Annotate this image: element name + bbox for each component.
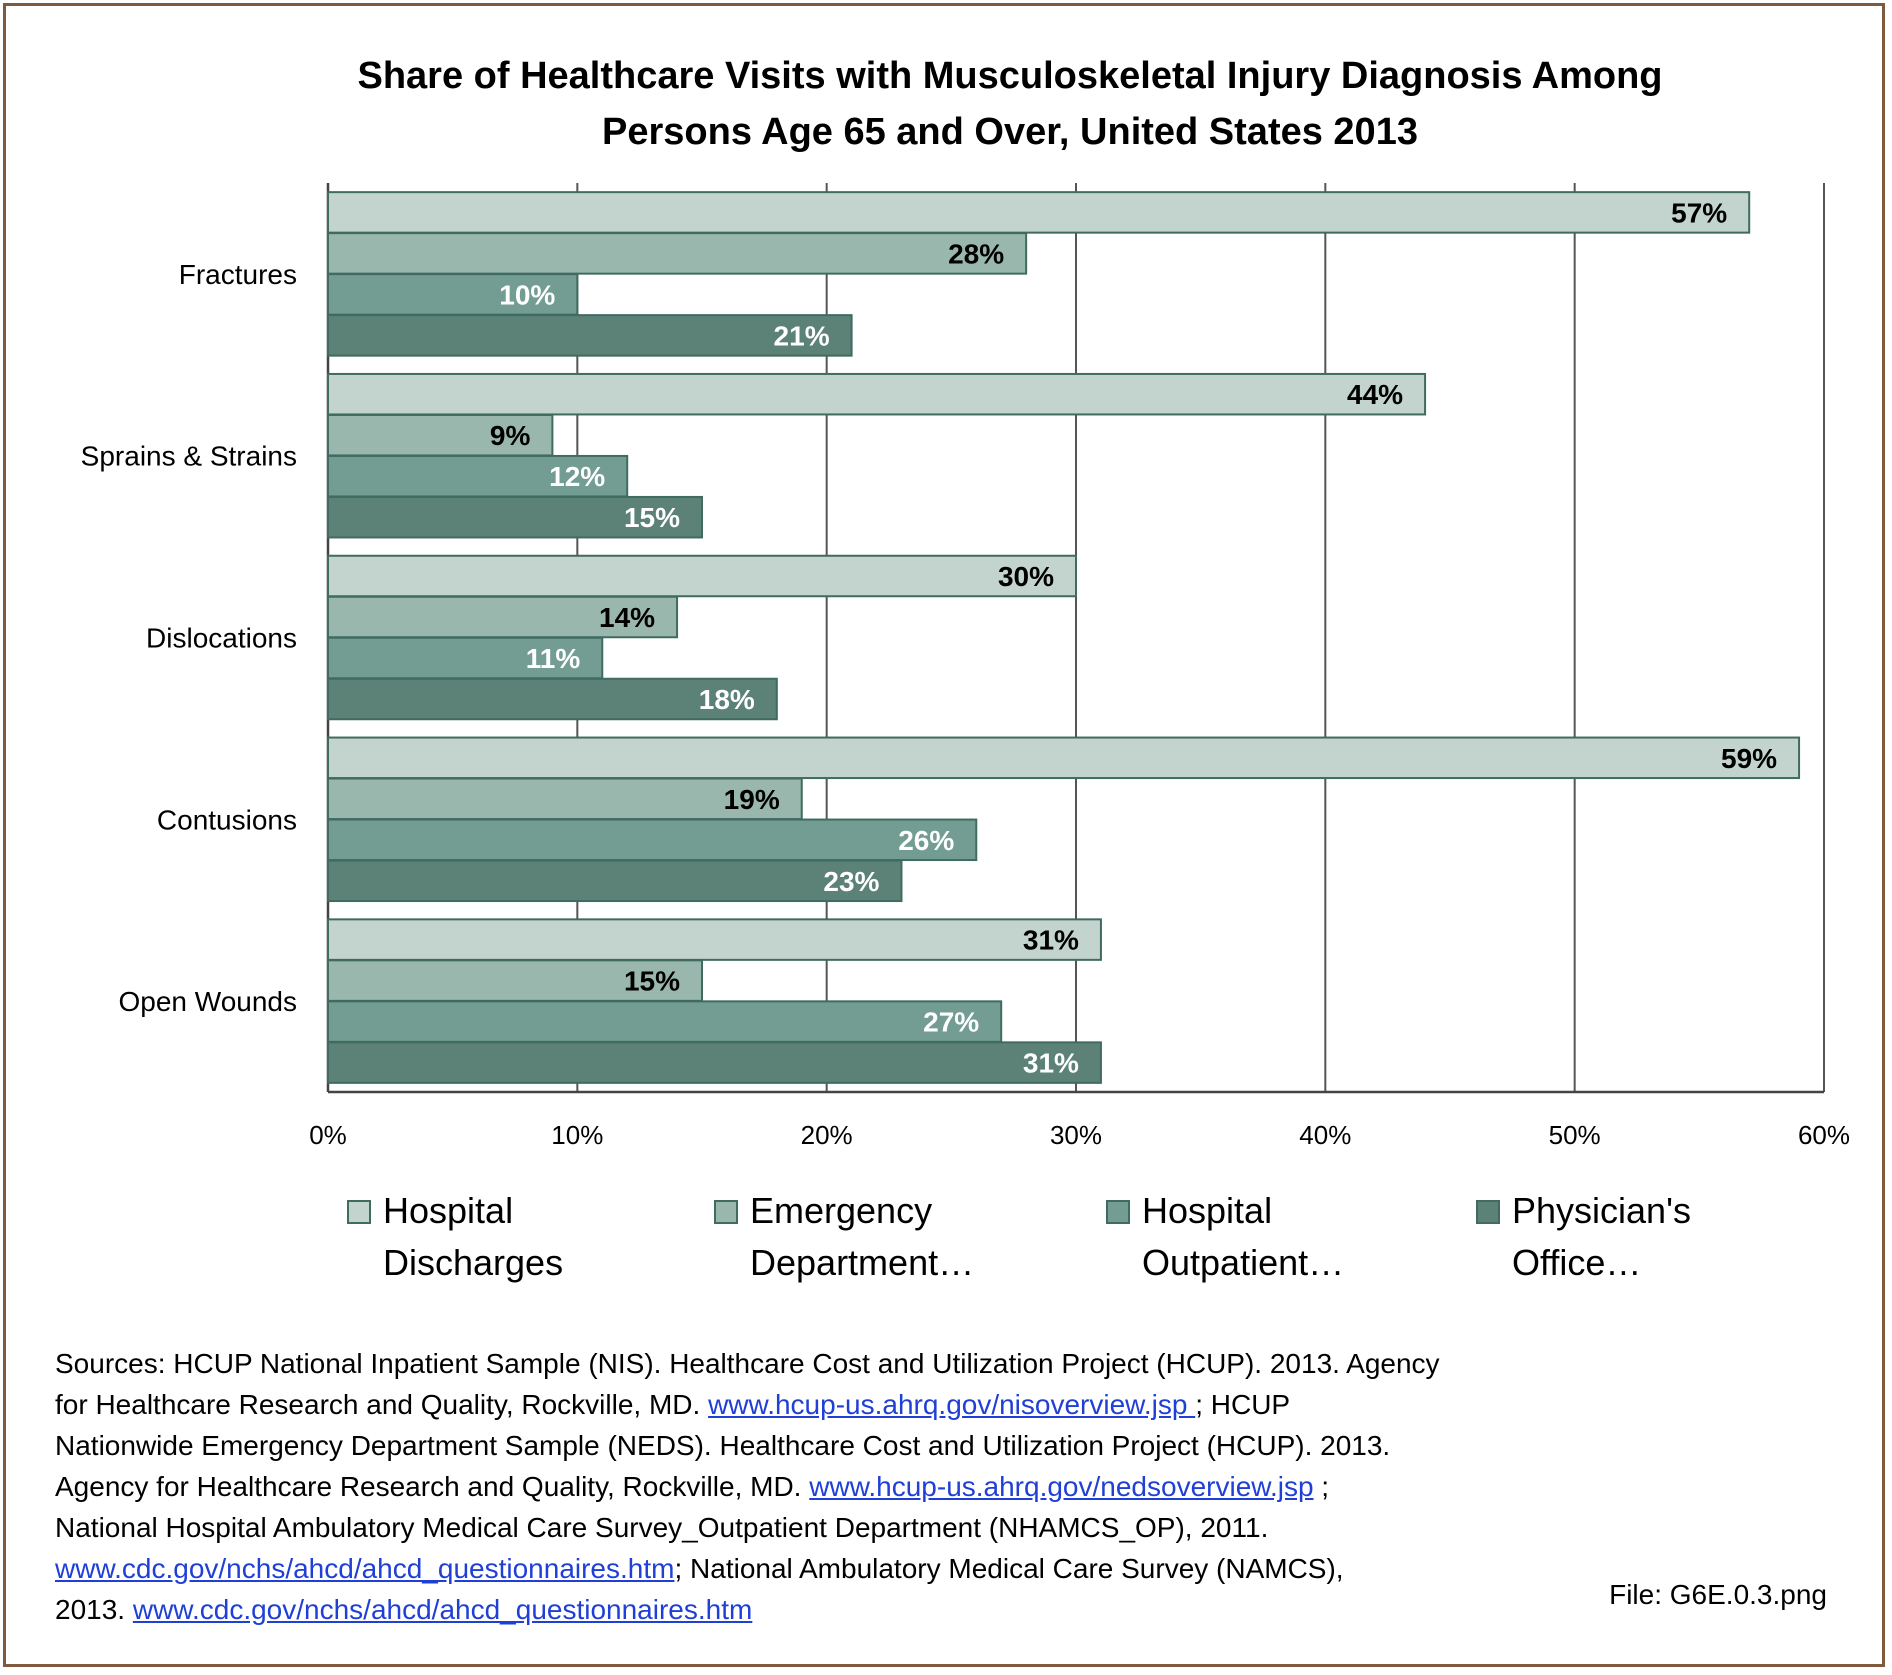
sources-line: Agency for Healthcare Research and Quali… (55, 1466, 1575, 1507)
bar-value-label: 31% (1023, 925, 1079, 956)
source-link[interactable]: www.cdc.gov/nchs/ahcd/ahcd_questionnaire… (55, 1553, 675, 1584)
bar-value-label: 31% (1023, 1048, 1079, 1079)
legend-label: Outpatient… (1142, 1242, 1344, 1283)
bar-value-label: 27% (923, 1007, 979, 1038)
source-text: ; National Ambulatory Medical Care Surve… (674, 1553, 1344, 1584)
bar-value-label: 15% (624, 502, 680, 533)
x-tick-label: 60% (1798, 1120, 1850, 1150)
bar (327, 595, 679, 639)
source-text: Agency for Healthcare Research and Quali… (55, 1471, 810, 1502)
bar-value-label: 12% (549, 461, 605, 492)
sources-line: Nationwide Emergency Department Sample (… (55, 1425, 1575, 1466)
legend-swatch (1476, 1200, 1500, 1224)
source-text: for Healthcare Research and Quality, Roc… (55, 1389, 709, 1420)
legend-label: Department… (750, 1242, 974, 1283)
file-label: File: G6E.0.3.png (1609, 1579, 1827, 1610)
bar (327, 372, 1427, 416)
bar-value-label: 11% (526, 643, 581, 674)
bar-value-label: 19% (724, 784, 780, 815)
legend-label: Office… (1512, 1242, 1641, 1283)
bar-value-label: 57% (1671, 197, 1727, 228)
x-tick-label: 10% (551, 1120, 603, 1150)
bar (327, 918, 1102, 961)
chart-frame (3, 3, 1885, 1667)
bar-value-label: 21% (774, 320, 830, 351)
legend-label: Hospital (1142, 1190, 1272, 1231)
bar-value-label: 30% (998, 561, 1054, 592)
sources-note: Sources: HCUP National Inpatient Sample … (55, 1343, 1575, 1630)
bar-chart: 0% 10% 20% 30% 40% 50% 60% Fractures 57% 28% 10% 21… (81, 183, 1850, 1283)
bar (327, 314, 853, 357)
bar (327, 1000, 1003, 1043)
legend-label: Emergency (750, 1190, 932, 1231)
bar (327, 959, 703, 1002)
x-tick-label: 20% (801, 1120, 853, 1150)
chart-title-line-1: Share of Healthcare Visits with Musculos… (357, 55, 1663, 97)
source-text: 2013. (55, 1594, 133, 1625)
category-label: Open Wounds (119, 986, 298, 1017)
source-link[interactable]: www.hcup-us.ahrq.gov/nedsoverview.jsp (809, 1471, 1314, 1502)
bar (327, 777, 803, 821)
bar (327, 1041, 1102, 1084)
category-label: Fractures (179, 259, 297, 290)
x-tick-label: 50% (1549, 1120, 1601, 1150)
bar (327, 495, 703, 539)
x-tick-label: 30% (1050, 1120, 1102, 1150)
bar-value-label: 9% (490, 420, 531, 451)
bar (327, 818, 978, 862)
sources-line: www.cdc.gov/nchs/ahcd/ahcd_questionnaire… (55, 1548, 1575, 1589)
bar (327, 859, 903, 903)
bar-value-label: 10% (499, 279, 555, 310)
bar-value-label: 23% (823, 866, 879, 897)
category-label: Sprains & Strains (81, 441, 297, 472)
legend-swatch (714, 1200, 738, 1224)
sources-line: Sources: HCUP National Inpatient Sample … (55, 1343, 1575, 1384)
legend-label: Physician's (1512, 1190, 1691, 1231)
legend-label: Hospital (383, 1190, 513, 1231)
chart-title-line-2: Persons Age 65 and Over, United States 2… (602, 111, 1418, 153)
bar (327, 413, 554, 457)
bar-value-label: 59% (1721, 743, 1777, 774)
bar (327, 454, 629, 498)
bar-value-label: 26% (898, 825, 954, 856)
sources-line: for Healthcare Research and Quality, Roc… (55, 1384, 1575, 1425)
bar-value-label: 28% (948, 238, 1004, 269)
category-label: Dislocations (146, 623, 297, 654)
source-link[interactable]: www.hcup-us.ahrq.gov/nisoverview.jsp (708, 1389, 1196, 1420)
bar (327, 636, 604, 680)
bar-value-label: 44% (1347, 379, 1403, 410)
legend-swatch (347, 1200, 371, 1224)
x-tick-label: 40% (1299, 1120, 1351, 1150)
bar-value-label: 15% (624, 966, 680, 997)
source-link[interactable]: www.cdc.gov/nchs/ahcd/ahcd_questionnaire… (132, 1594, 753, 1625)
category-label: Contusions (157, 804, 297, 835)
bar (327, 191, 1751, 234)
x-tick-label: 0% (309, 1120, 347, 1150)
sources-line: National Hospital Ambulatory Medical Car… (55, 1507, 1575, 1548)
chart-title: Share of Healthcare Visits with Musculos… (210, 48, 1810, 160)
source-text: Sources: HCUP National Inpatient Sample … (55, 1348, 1440, 1379)
legend-label: Discharges (383, 1242, 563, 1283)
bar-value-label: 14% (599, 602, 655, 633)
source-text: Nationwide Emergency Department Sample (… (55, 1430, 1391, 1461)
bar (327, 232, 1028, 275)
sources-line: 2013. www.cdc.gov/nchs/ahcd/ahcd_questio… (55, 1589, 1575, 1630)
source-text: National Hospital Ambulatory Medical Car… (55, 1512, 1269, 1543)
bar (327, 273, 579, 316)
bar (327, 554, 1077, 598)
source-text: ; (1313, 1471, 1330, 1502)
bar (327, 677, 778, 721)
bar (327, 736, 1801, 780)
legend-swatch (1106, 1200, 1130, 1224)
source-text: ; HCUP (1195, 1389, 1291, 1420)
bar-value-label: 18% (699, 684, 755, 715)
